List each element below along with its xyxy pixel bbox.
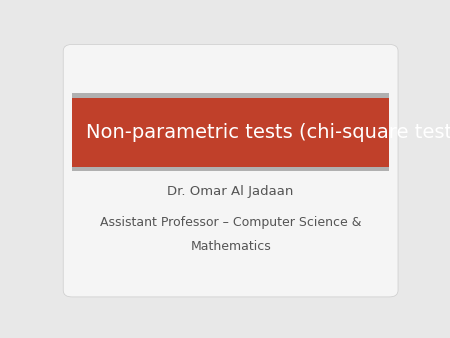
- Bar: [72, 93, 389, 98]
- Text: Dr. Omar Al Jadaan: Dr. Omar Al Jadaan: [167, 185, 294, 198]
- FancyBboxPatch shape: [63, 45, 398, 297]
- Bar: [72, 98, 389, 167]
- Text: Mathematics: Mathematics: [190, 240, 271, 253]
- Text: Non-parametric tests (chi-square test): Non-parametric tests (chi-square test): [86, 123, 450, 142]
- Bar: [72, 167, 389, 171]
- Text: Assistant Professor – Computer Science &: Assistant Professor – Computer Science &: [100, 216, 361, 229]
